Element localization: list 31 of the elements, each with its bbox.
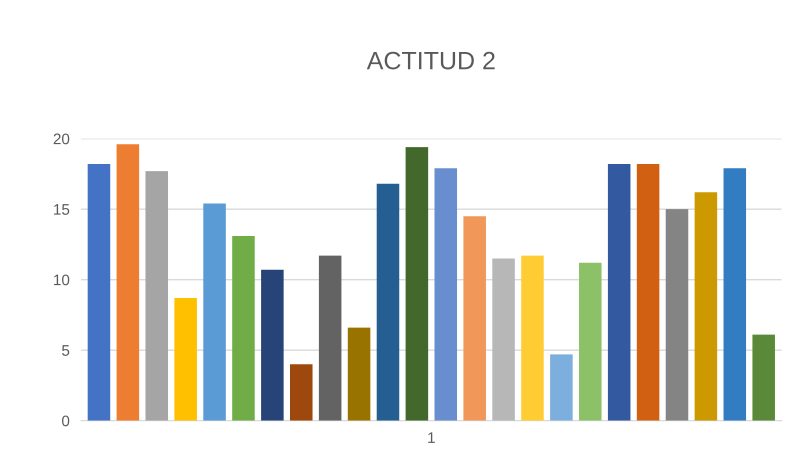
bar [608, 164, 630, 421]
bar [434, 168, 458, 421]
bar [88, 164, 110, 421]
bar [232, 236, 255, 421]
bar [318, 256, 342, 421]
bar [724, 168, 746, 421]
y-tick-label: 5 [62, 345, 70, 356]
bar [666, 209, 688, 421]
bar [694, 192, 718, 421]
bar [579, 262, 602, 421]
y-tick-label: 20 [54, 134, 70, 144]
bar [203, 204, 226, 421]
bar [463, 216, 486, 421]
chart-title: ACTITUD 2 [366, 52, 495, 70]
bar [174, 298, 197, 421]
bar [636, 164, 660, 421]
bar [348, 328, 370, 421]
y-tick-label: 0 [62, 416, 70, 426]
bar [261, 270, 284, 421]
y-tick-label: 15 [54, 204, 70, 215]
bar [550, 354, 573, 421]
bar [290, 364, 313, 421]
y-tick-label: 10 [54, 274, 70, 286]
bar [406, 147, 428, 421]
x-tick-label: 1 [428, 432, 435, 443]
bar [521, 256, 544, 421]
bar [492, 258, 515, 421]
bar [376, 184, 400, 421]
bar [145, 171, 168, 421]
bar [116, 144, 140, 421]
bar [752, 334, 775, 421]
